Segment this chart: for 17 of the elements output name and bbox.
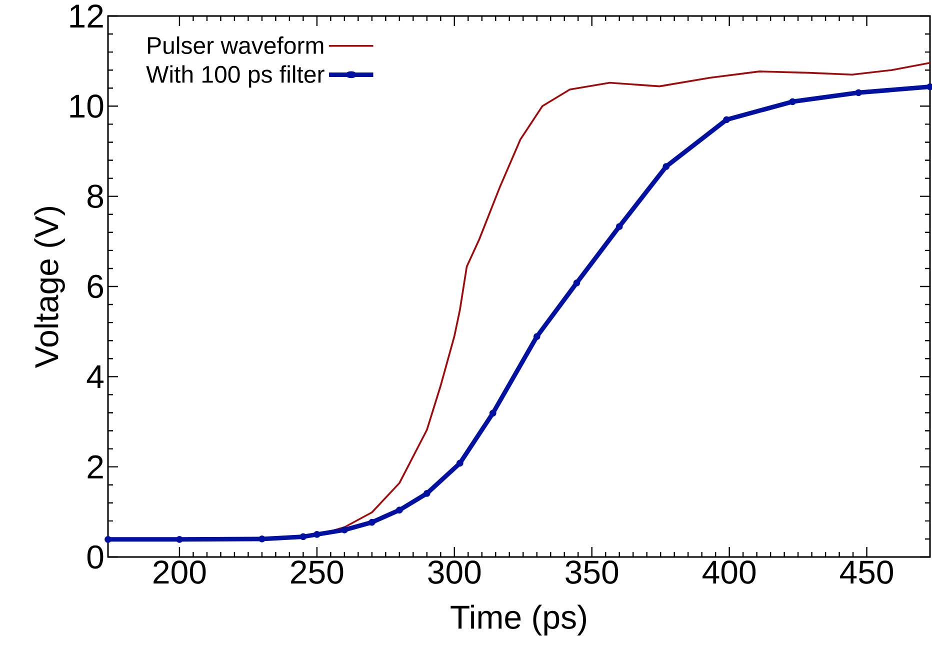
x-tick-label: 250 <box>291 560 344 584</box>
legend-label: With 100 ps filter <box>146 65 324 88</box>
x-tick-label: 350 <box>566 560 618 584</box>
y-tick-label: 6 <box>88 274 104 298</box>
legend-label: Pulser waveform <box>148 36 324 54</box>
x-tick-label: 200 <box>154 560 206 584</box>
x-tick-label: 300 <box>428 560 481 584</box>
y-tick-label: 10 <box>70 94 104 118</box>
x-axis-title: Time (ps) <box>450 604 586 636</box>
y-axis-title: Voltage (V) <box>34 206 65 368</box>
x-tick-label: 450 <box>840 560 894 584</box>
y-tick-label: 4 <box>86 365 104 388</box>
x-tick-label: 400 <box>702 560 756 584</box>
y-tick-label: 8 <box>88 184 104 208</box>
y-tick-label: 0 <box>87 545 104 569</box>
y-tick-label: 12 <box>70 4 103 28</box>
y-tick-label: 2 <box>88 455 103 478</box>
